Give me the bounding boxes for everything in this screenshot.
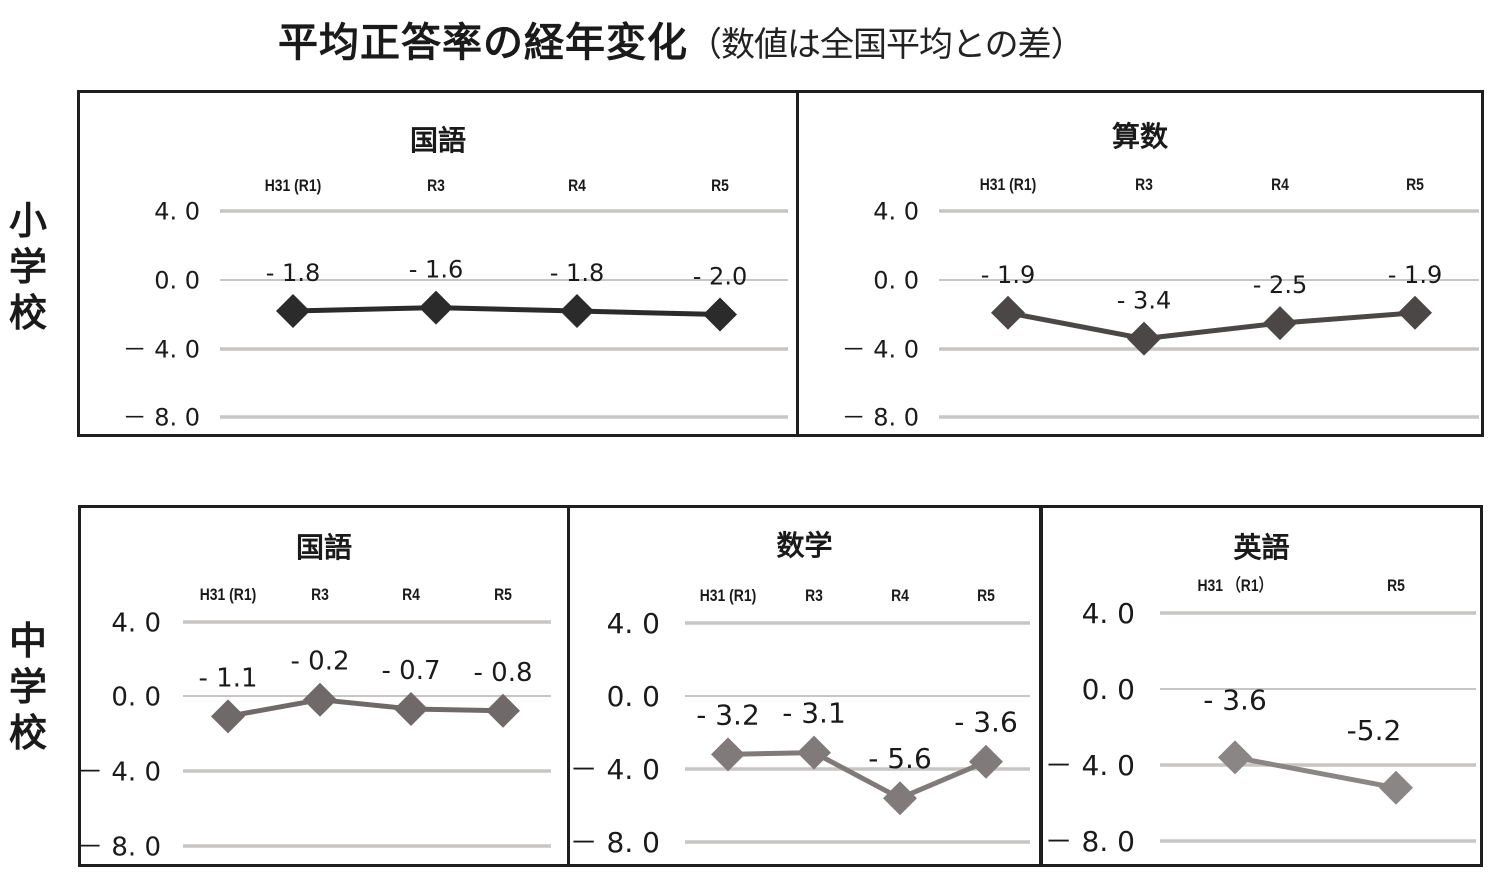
data-value-label: - 1.9 xyxy=(1388,261,1442,289)
chart-panel-junior-math: 数学 4. 0 0. 0 － 4. 0 － 8. 0 H31 (R1) R3 R4 R5 - 3… xyxy=(567,505,1042,867)
y-tick-label: － 8. 0 xyxy=(123,404,200,432)
x-category-label: R4 xyxy=(568,177,586,196)
y-tick-label: 0. 0 xyxy=(873,267,919,295)
chart-title: 国語 xyxy=(409,124,466,157)
diamond-marker xyxy=(711,737,745,772)
y-tick-label: 4. 0 xyxy=(111,608,161,638)
data-value-label: - 1.1 xyxy=(199,663,258,693)
title-main: 平均正答率の経年変化 xyxy=(278,20,688,66)
data-value-label: - 1.8 xyxy=(550,259,604,287)
data-value-label: - 0.2 xyxy=(291,647,350,677)
diamond-marker xyxy=(486,693,520,728)
series-line xyxy=(727,750,987,801)
y-tick-label: － 8. 0 xyxy=(570,826,660,859)
x-category-label: R3 xyxy=(311,586,329,605)
data-value-label: - 2.0 xyxy=(693,263,747,291)
title-subtitle: （数値は全国平均との差） xyxy=(688,25,1085,65)
x-category-label: R5 xyxy=(1387,577,1405,596)
chart-title: 数学 xyxy=(776,529,833,562)
y-tick-label: 0. 0 xyxy=(111,682,161,712)
data-value-label: - 3.2 xyxy=(696,698,760,731)
y-tick-label: 0. 0 xyxy=(1082,673,1135,706)
x-category-label: R3 xyxy=(427,177,445,196)
series-line xyxy=(1007,310,1416,342)
x-category-label: R5 xyxy=(1406,176,1424,195)
x-category-label: R4 xyxy=(402,586,420,605)
y-tick-label: － 8. 0 xyxy=(81,832,161,862)
x-category-label: R4 xyxy=(1271,176,1289,195)
diamond-marker xyxy=(419,290,453,325)
diamond-marker xyxy=(797,735,831,770)
diamond-marker xyxy=(560,294,594,329)
x-category-label: H31 (R1) xyxy=(980,176,1037,195)
chart-panel-junior-english: 英語 4. 0 0. 0 － 4. 0 － 8. 0 H31 （R1） R5 - 3.6 -5… xyxy=(1040,505,1483,867)
x-category-label: H31 (R1) xyxy=(265,177,322,196)
diamond-marker xyxy=(1379,770,1413,805)
data-value-label: - 3.6 xyxy=(1203,683,1267,716)
chart-title: 英語 xyxy=(1233,531,1290,564)
x-category-label: H31 (R1) xyxy=(200,586,257,605)
y-tick-label: － 4. 0 xyxy=(842,336,919,364)
diamond-marker xyxy=(276,294,310,329)
diamond-marker xyxy=(1127,321,1161,356)
line-chart: 4. 0 0. 0 － 4. 0 － 8. 0 H31 (R1) R3 R4 R5 - 1.1 -… xyxy=(81,586,551,862)
line-chart: 4. 0 0. 0 － 4. 0 － 8. 0 H31 (R1) R3 R4 R5 - 1.8 -… xyxy=(123,177,788,432)
y-tick-label: 0. 0 xyxy=(154,267,200,295)
diamond-marker xyxy=(991,295,1025,330)
y-tick-label: － 8. 0 xyxy=(1045,825,1135,858)
diamond-marker xyxy=(211,699,245,734)
x-category-label: R5 xyxy=(494,586,512,605)
chart-title: 算数 xyxy=(1111,120,1168,153)
chart-panel-elementary-arithmetic: 算数 4. 0 0. 0 － 4. 0 － 8. 0 H31 (R1) R3 R4 R5 - 1… xyxy=(796,90,1484,437)
y-tick-label: － 4. 0 xyxy=(1045,749,1135,782)
x-category-label: H31 （R1） xyxy=(1197,576,1272,596)
chart-panel-elementary-japanese: 国語 4. 0 0. 0 － 4. 0 － 8. 0 H31 (R1) R3 R4 R5 - 1… xyxy=(77,90,799,437)
x-category-label: R5 xyxy=(977,587,995,606)
diamond-marker xyxy=(883,781,917,816)
y-tick-label: 4. 0 xyxy=(873,198,919,226)
data-value-label: - 0.7 xyxy=(382,656,441,686)
series-line xyxy=(227,697,504,719)
x-category-label: R3 xyxy=(805,587,823,606)
line-chart: 4. 0 0. 0 － 4. 0 － 8. 0 H31 (R1) R3 R4 R5 - 1.9 -… xyxy=(842,176,1479,432)
data-value-label: - 2.5 xyxy=(1253,271,1307,299)
data-value-label: - 0.8 xyxy=(474,658,533,688)
y-tick-label: － 8. 0 xyxy=(842,404,919,432)
y-tick-label: － 4. 0 xyxy=(123,336,200,364)
x-category-label: R4 xyxy=(891,587,909,606)
x-category-label: R5 xyxy=(711,177,729,196)
y-tick-label: 4. 0 xyxy=(154,198,200,226)
diamond-marker xyxy=(1263,306,1297,341)
row-label-elementary: 小学校 xyxy=(8,199,47,335)
data-value-label: - 3.1 xyxy=(782,697,846,730)
x-category-label: H31 (R1) xyxy=(700,587,757,606)
data-value-label: - 3.6 xyxy=(954,706,1018,739)
diamond-marker xyxy=(303,682,337,717)
diamond-marker xyxy=(394,691,428,726)
y-tick-label: － 4. 0 xyxy=(570,753,660,786)
y-tick-label: 0. 0 xyxy=(607,680,660,713)
y-tick-label: － 4. 0 xyxy=(81,757,161,787)
data-value-label: - 5.6 xyxy=(868,742,932,775)
diamond-marker xyxy=(1218,740,1252,775)
data-value-label: - 1.9 xyxy=(981,261,1035,289)
diamond-marker xyxy=(1398,295,1432,330)
data-value-label: -5.2 xyxy=(1347,714,1402,747)
diamond-marker xyxy=(703,297,737,332)
series-line xyxy=(1234,754,1397,791)
data-value-label: - 1.8 xyxy=(266,259,320,287)
chart-title: 国語 xyxy=(295,531,352,564)
data-value-label: - 3.4 xyxy=(1117,287,1171,315)
y-tick-label: 4. 0 xyxy=(607,607,660,640)
data-value-label: - 1.6 xyxy=(409,256,463,284)
page-title: 平均正答率の経年変化（数値は全国平均との差） xyxy=(278,10,1085,68)
row-label-junior-high: 中学校 xyxy=(8,619,47,755)
line-chart: 4. 0 0. 0 － 4. 0 － 8. 0 H31 （R1） R5 - 3.6 -5.2 xyxy=(1045,576,1476,858)
diamond-marker xyxy=(969,744,1003,779)
series-line xyxy=(292,305,721,317)
x-category-label: R3 xyxy=(1135,176,1153,195)
chart-panel-junior-japanese: 国語 4. 0 0. 0 － 4. 0 － 8. 0 H31 (R1) R3 R4 R5 - 1… xyxy=(78,505,570,867)
y-tick-label: 4. 0 xyxy=(1082,597,1135,630)
